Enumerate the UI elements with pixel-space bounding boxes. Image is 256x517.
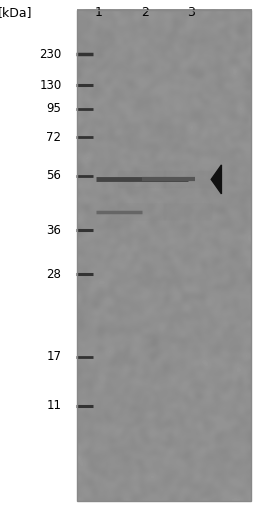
Text: 1: 1 — [95, 6, 102, 20]
FancyBboxPatch shape — [118, 203, 166, 221]
FancyBboxPatch shape — [164, 171, 212, 188]
Bar — [77, 10, 251, 501]
Text: 36: 36 — [47, 223, 61, 237]
Text: 95: 95 — [47, 102, 61, 115]
Text: [kDa]: [kDa] — [0, 6, 33, 20]
Text: 130: 130 — [39, 79, 61, 92]
Text: 56: 56 — [47, 169, 61, 183]
FancyBboxPatch shape — [164, 203, 212, 221]
Text: 230: 230 — [39, 48, 61, 61]
Text: 28: 28 — [47, 267, 61, 281]
Text: 2: 2 — [141, 6, 148, 20]
Polygon shape — [211, 165, 221, 194]
FancyBboxPatch shape — [118, 171, 166, 188]
Text: 72: 72 — [46, 130, 61, 144]
Text: 3: 3 — [187, 6, 195, 20]
Text: 17: 17 — [46, 350, 61, 363]
Text: 11: 11 — [46, 399, 61, 413]
